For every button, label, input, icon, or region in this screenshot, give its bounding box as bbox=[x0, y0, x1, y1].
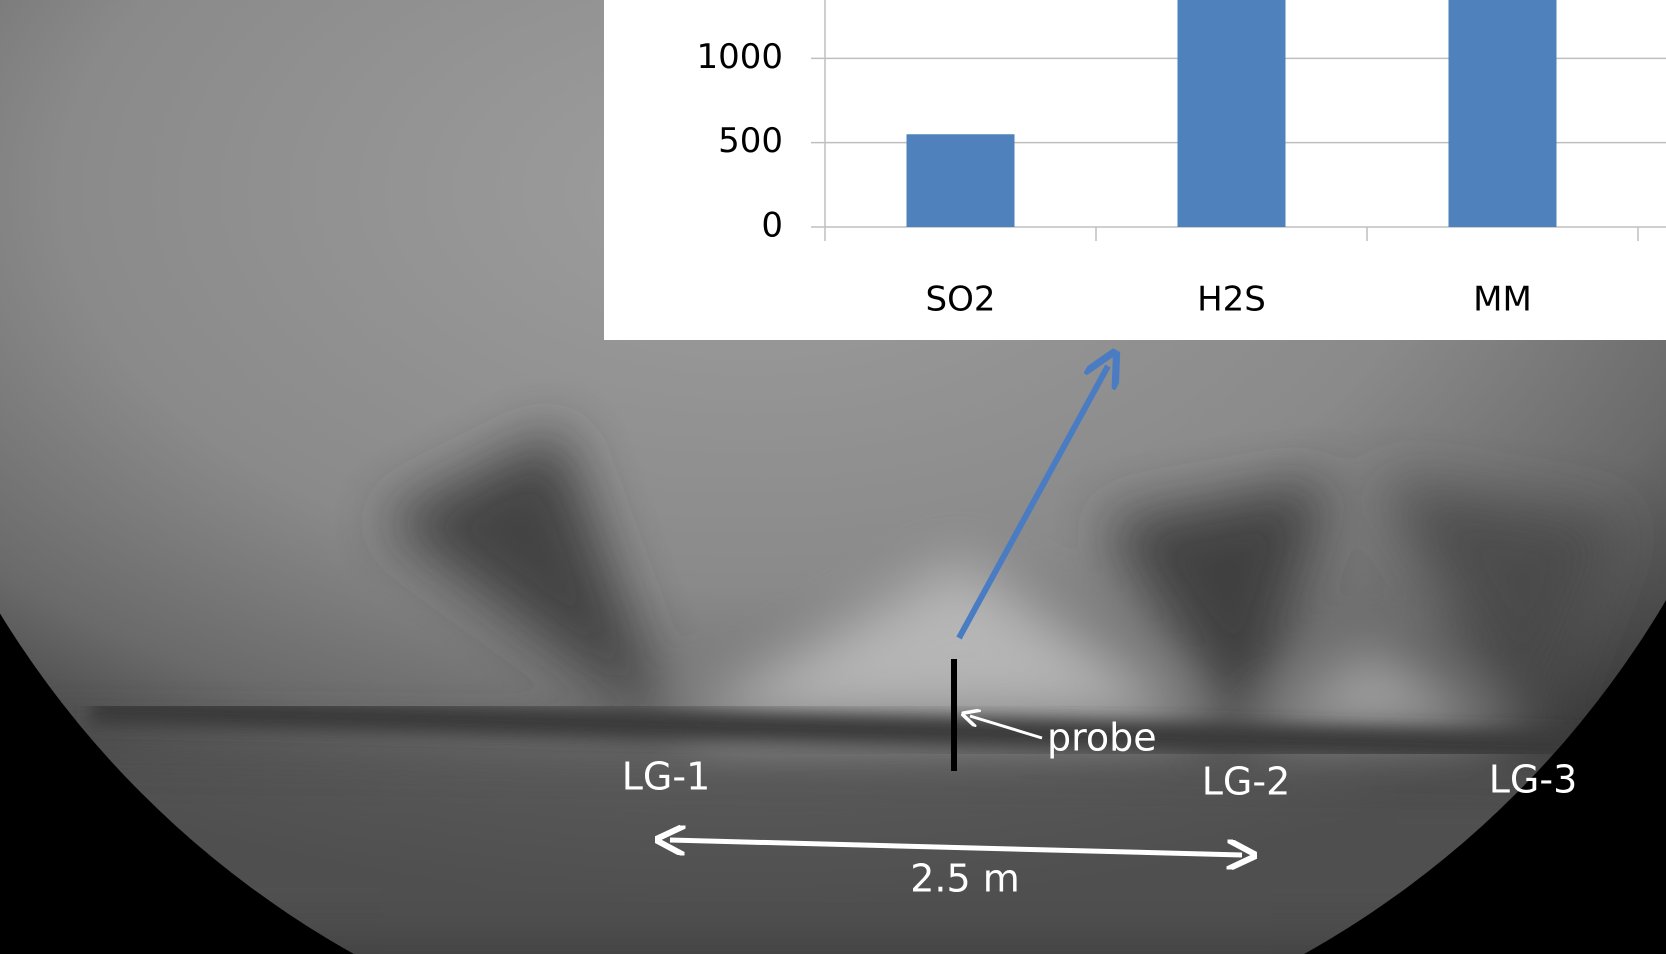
annotation: probe bbox=[1047, 716, 1157, 760]
pointer-arrow bbox=[956, 366, 1108, 640]
x-tick-label: SO2 bbox=[926, 280, 996, 320]
y-tick-label: 0 bbox=[761, 206, 783, 246]
y-tick-label: 1000 bbox=[696, 37, 783, 77]
scale-arrow bbox=[670, 840, 1242, 855]
annotation: LG-1 bbox=[622, 755, 711, 799]
x-tick-label: MM bbox=[1473, 280, 1532, 320]
bar bbox=[1448, 0, 1557, 227]
bar bbox=[906, 134, 1015, 227]
annotation: 2.5 m bbox=[910, 857, 1020, 901]
x-tick-label: H2S bbox=[1197, 280, 1266, 320]
annotation: LG-3 bbox=[1489, 758, 1578, 802]
bar bbox=[1177, 0, 1286, 227]
plot-area: 0 500 1000 SO2 H2S MM bbox=[696, 0, 1666, 320]
probe-arrow bbox=[970, 716, 1043, 740]
y-tick-label: 500 bbox=[718, 121, 783, 161]
annotation: LG-2 bbox=[1202, 760, 1291, 804]
